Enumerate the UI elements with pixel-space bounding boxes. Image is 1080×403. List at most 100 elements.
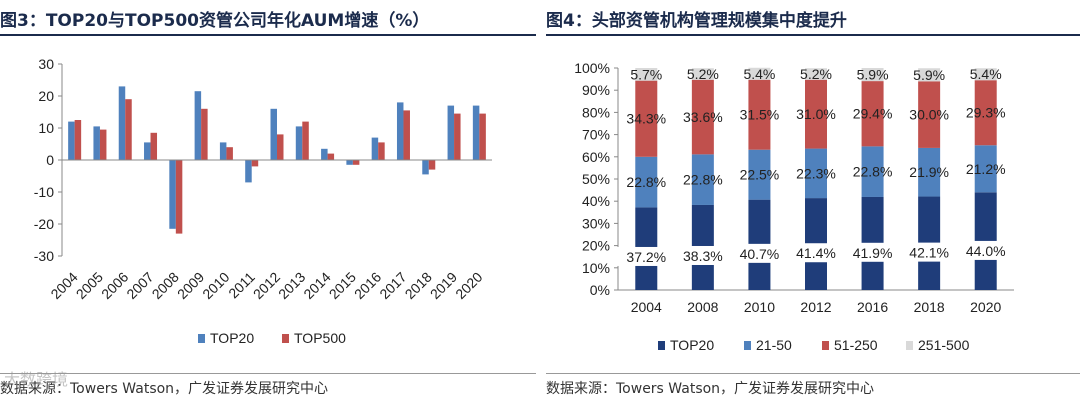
y-tick-label: 0% — [590, 282, 610, 298]
y-tick-label: 50% — [582, 171, 610, 187]
seg-21-50-2012 — [805, 148, 827, 199]
right-chart-panel: 图4：头部资管机构管理规模集中度提升 100% 90% 80% 70% 60% 50% 40… — [546, 0, 1080, 403]
right-source-note: 数据来源：Towers Watson，广发证券发展研究中心 — [546, 381, 875, 397]
y-tick-label: 80% — [582, 104, 610, 120]
data-label: 5.2% — [800, 66, 832, 82]
y-tick-label: 90% — [582, 82, 610, 98]
y-tick-label: -30 — [34, 248, 54, 264]
label-backdrop — [616, 246, 677, 266]
seg-21-50-2020 — [974, 145, 997, 193]
data-label: 40.7% — [740, 246, 780, 262]
x-tick-label: 2017 — [376, 269, 409, 302]
x-tick-label: 2016 — [857, 299, 888, 315]
y-tick-label: -20 — [34, 216, 54, 232]
left-title-rule — [0, 34, 536, 36]
seg-51-250-2020 — [974, 80, 997, 146]
x-tick-label: 2015 — [326, 269, 359, 302]
left-source-note: 数据来源：Towers Watson，广发证券发展研究中心 — [0, 381, 329, 397]
data-label: 42.1% — [909, 245, 949, 261]
seg-251-500-2018 — [918, 68, 941, 82]
bar-top500-2014 — [327, 153, 335, 160]
data-label: 44.0% — [966, 243, 1006, 259]
x-tick-label: 2004 — [47, 269, 80, 302]
x-tick-label: 2018 — [402, 269, 435, 302]
bar-top500-2011 — [251, 160, 259, 167]
x-tick-label: 2009 — [174, 269, 207, 302]
y-tick-label: 30 — [38, 56, 54, 72]
data-label: 34.3% — [626, 111, 666, 127]
legend-swatch-top20 — [198, 334, 205, 343]
legend-label: 51-250 — [834, 337, 878, 353]
seg-21-50-2016 — [861, 146, 884, 197]
bar-top500-2010 — [226, 147, 233, 160]
left-chart-title: 图3：TOP20与TOP500资管公司年化AUM增速（%） — [0, 11, 430, 31]
data-label: 29.3% — [966, 105, 1006, 121]
y-tick-label: 40% — [582, 193, 610, 209]
bar-top20-2005 — [93, 126, 100, 160]
y-tick-label: 100% — [574, 60, 610, 76]
bar-top500-2007 — [150, 132, 158, 160]
x-tick-label: 2005 — [73, 269, 106, 302]
data-label: 31.0% — [796, 106, 836, 122]
bar-top500-2019 — [454, 113, 461, 160]
bar-top500-2018 — [428, 160, 436, 170]
label-backdrop — [955, 240, 1016, 260]
bar-top500-2012 — [277, 134, 284, 160]
bar-top500-2020 — [479, 113, 486, 160]
seg-251-500-2016 — [861, 68, 884, 82]
label-backdrop — [899, 242, 960, 262]
label-backdrop — [842, 242, 903, 262]
x-tick-label: 2004 — [631, 299, 662, 315]
y-tick-label: 0 — [46, 152, 54, 168]
legend-label: TOP500 — [294, 330, 346, 346]
left-source-rule — [0, 373, 536, 374]
data-label: 5.9% — [857, 67, 889, 83]
x-tick-label: 2006 — [98, 269, 131, 302]
legend-label: 251-500 — [918, 337, 970, 353]
seg-21-50-2008 — [691, 154, 714, 205]
data-label: 22.8% — [853, 164, 893, 180]
bar-top20-2019 — [447, 105, 455, 160]
aum-growth-chart: 3020100-10-20-30200420052006200720082009… — [34, 56, 492, 346]
seg-51-250-2018 — [918, 81, 941, 148]
seg-251-500-2010 — [748, 67, 771, 80]
seg-51-250-2008 — [691, 79, 714, 155]
left-chart-panel: 图3：TOP20与TOP500资管公司年化AUM增速（%） 30 20 10 0 -10… — [0, 0, 536, 403]
y-tick-label: 70% — [582, 127, 610, 143]
x-tick-label: 2020 — [970, 299, 1001, 315]
watermark: 大数跨境 — [4, 370, 69, 389]
concentration-chart: 100% 90% 80% 70% 60% 50% 40% 30% 20% 10% 0% 37.2% 22… — [574, 60, 1016, 353]
data-label: 38.3% — [683, 248, 723, 264]
seg-251-500-2020 — [974, 68, 997, 81]
bar-top500-2017 — [403, 110, 410, 160]
bar-top20-2018 — [422, 160, 429, 175]
seg-21-50-2004 — [635, 156, 658, 208]
bar-top20-2008 — [169, 160, 176, 229]
x-tick-label: 2008 — [687, 299, 718, 315]
legend-label: 21-50 — [756, 337, 792, 353]
x-tick-label: 2012 — [250, 269, 283, 302]
bar-top20-2014 — [321, 148, 328, 160]
bar-top500-2013 — [302, 121, 309, 160]
x-tick-label: 2011 — [225, 269, 258, 302]
data-label: 5.4% — [970, 66, 1002, 82]
bar-top20-2016 — [371, 137, 379, 160]
x-tick-label: 2020 — [452, 269, 485, 302]
x-tick-label: 2016 — [351, 269, 384, 302]
data-label: 22.3% — [796, 165, 836, 181]
bar-top20-2011 — [245, 160, 252, 183]
right-source-rule — [546, 373, 1080, 374]
y-tick-label: 30% — [582, 215, 610, 231]
x-tick-label: 2008 — [149, 269, 182, 302]
data-label: 5.2% — [687, 66, 719, 82]
y-tick-label: 10 — [38, 120, 54, 136]
data-label: 22.8% — [626, 174, 666, 190]
legend-swatch-top20 — [658, 341, 665, 350]
bar-top500-2009 — [201, 108, 208, 160]
x-tick-label: 2014 — [300, 269, 333, 302]
data-label: 37.2% — [626, 249, 666, 265]
bar-top20-2020 — [472, 105, 480, 160]
bar-top20-2009 — [194, 91, 202, 160]
seg-51-250-2004 — [635, 80, 658, 157]
legend-swatch-21-50 — [744, 341, 751, 350]
